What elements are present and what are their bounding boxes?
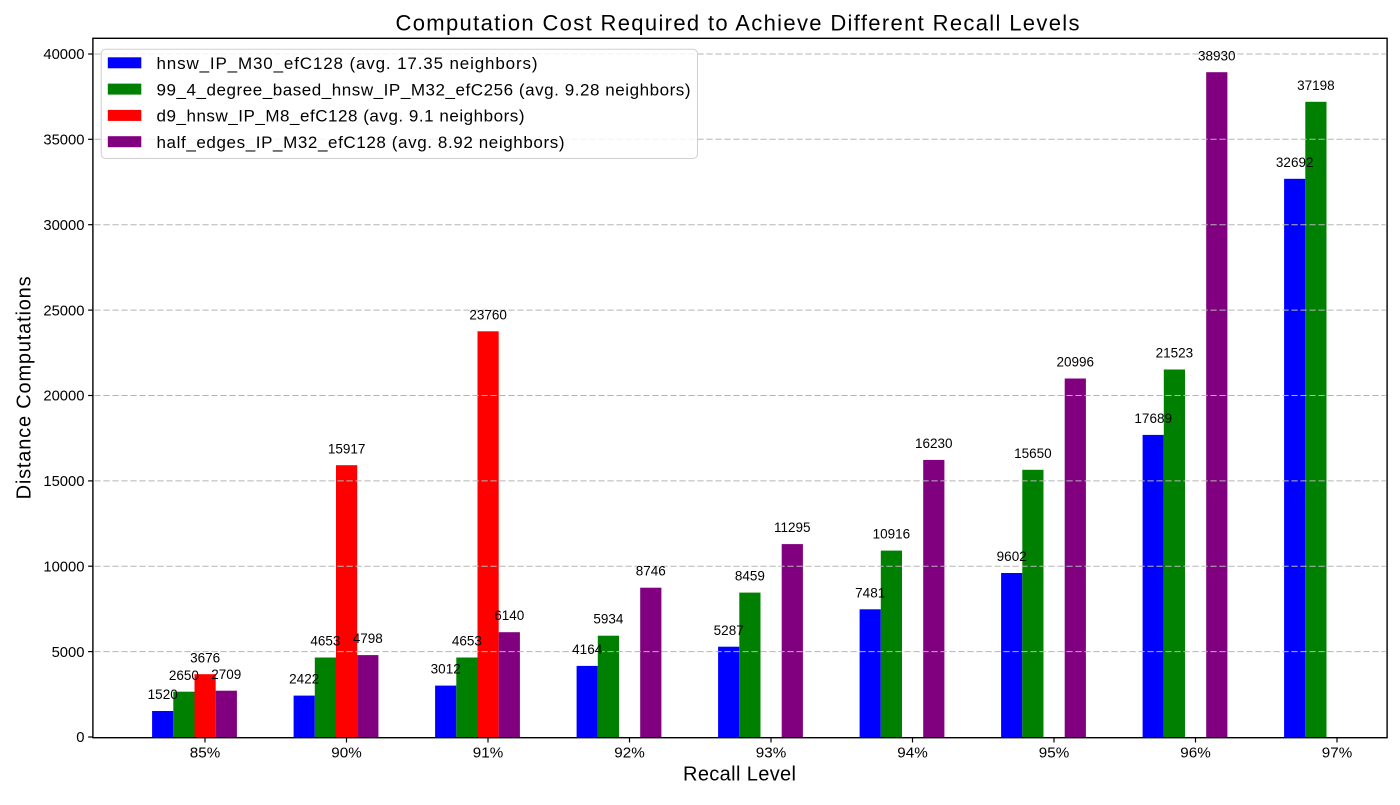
svg-text:95%: 95% [1039,744,1069,761]
svg-text:5287: 5287 [714,623,744,638]
svg-text:4164: 4164 [572,642,603,657]
svg-text:20996: 20996 [1057,355,1095,370]
svg-text:97%: 97% [1322,744,1352,761]
svg-text:15650: 15650 [1014,446,1052,461]
svg-text:2709: 2709 [211,667,241,682]
svg-text:37198: 37198 [1297,78,1335,93]
svg-text:hnsw_IP_M30_efC128 (avg. 17.35: hnsw_IP_M30_efC128 (avg. 17.35 neighbors… [157,54,538,73]
svg-text:1520: 1520 [148,687,178,702]
svg-text:94%: 94% [897,744,927,761]
svg-text:17689: 17689 [1134,411,1172,426]
svg-text:11295: 11295 [774,520,811,535]
svg-text:5934: 5934 [593,612,624,627]
svg-text:35000: 35000 [43,133,84,149]
svg-text:5000: 5000 [52,645,85,661]
svg-text:2422: 2422 [289,672,319,687]
svg-text:15000: 15000 [43,474,84,490]
svg-text:10916: 10916 [873,527,911,542]
svg-text:9602: 9602 [997,549,1027,564]
svg-text:3676: 3676 [190,650,220,665]
svg-text:20000: 20000 [43,389,84,405]
svg-text:4653: 4653 [452,634,482,649]
svg-text:4798: 4798 [353,631,383,646]
svg-text:8746: 8746 [636,564,666,579]
svg-text:90%: 90% [331,744,361,761]
svg-text:32692: 32692 [1276,155,1314,170]
svg-text:8459: 8459 [735,569,765,584]
svg-text:40000: 40000 [43,47,84,63]
svg-text:4653: 4653 [310,634,340,649]
svg-text:99_4_degree_based_hnsw_IP_M32_: 99_4_degree_based_hnsw_IP_M32_efC256 (av… [157,80,691,99]
svg-text:0: 0 [76,730,84,746]
svg-text:2650: 2650 [169,668,199,683]
svg-text:Computation Cost Required to A: Computation Cost Required to Achieve Dif… [396,11,1080,36]
svg-text:Distance Computations: Distance Computations [14,276,36,499]
svg-text:85%: 85% [190,744,220,761]
svg-text:23760: 23760 [469,307,507,322]
svg-text:38930: 38930 [1198,48,1236,63]
svg-text:7481: 7481 [855,585,885,600]
svg-text:d9_hnsw_IP_M8_efC128 (avg. 9.1: d9_hnsw_IP_M8_efC128 (avg. 9.1 neighbors… [157,107,525,126]
svg-text:10000: 10000 [43,559,84,575]
svg-text:Recall Level: Recall Level [683,763,796,785]
svg-text:16230: 16230 [915,436,953,451]
svg-text:3012: 3012 [431,662,461,677]
svg-text:15917: 15917 [328,441,366,456]
svg-text:30000: 30000 [43,218,84,234]
svg-text:93%: 93% [756,744,786,761]
svg-text:92%: 92% [614,744,644,761]
svg-text:96%: 96% [1180,744,1210,761]
svg-text:25000: 25000 [43,303,84,319]
svg-text:half_edges_IP_M32_efC128 (avg.: half_edges_IP_M32_efC128 (avg. 8.92 neig… [157,133,565,152]
svg-text:21523: 21523 [1156,346,1194,361]
svg-text:6140: 6140 [494,608,524,623]
svg-text:91%: 91% [473,744,503,761]
